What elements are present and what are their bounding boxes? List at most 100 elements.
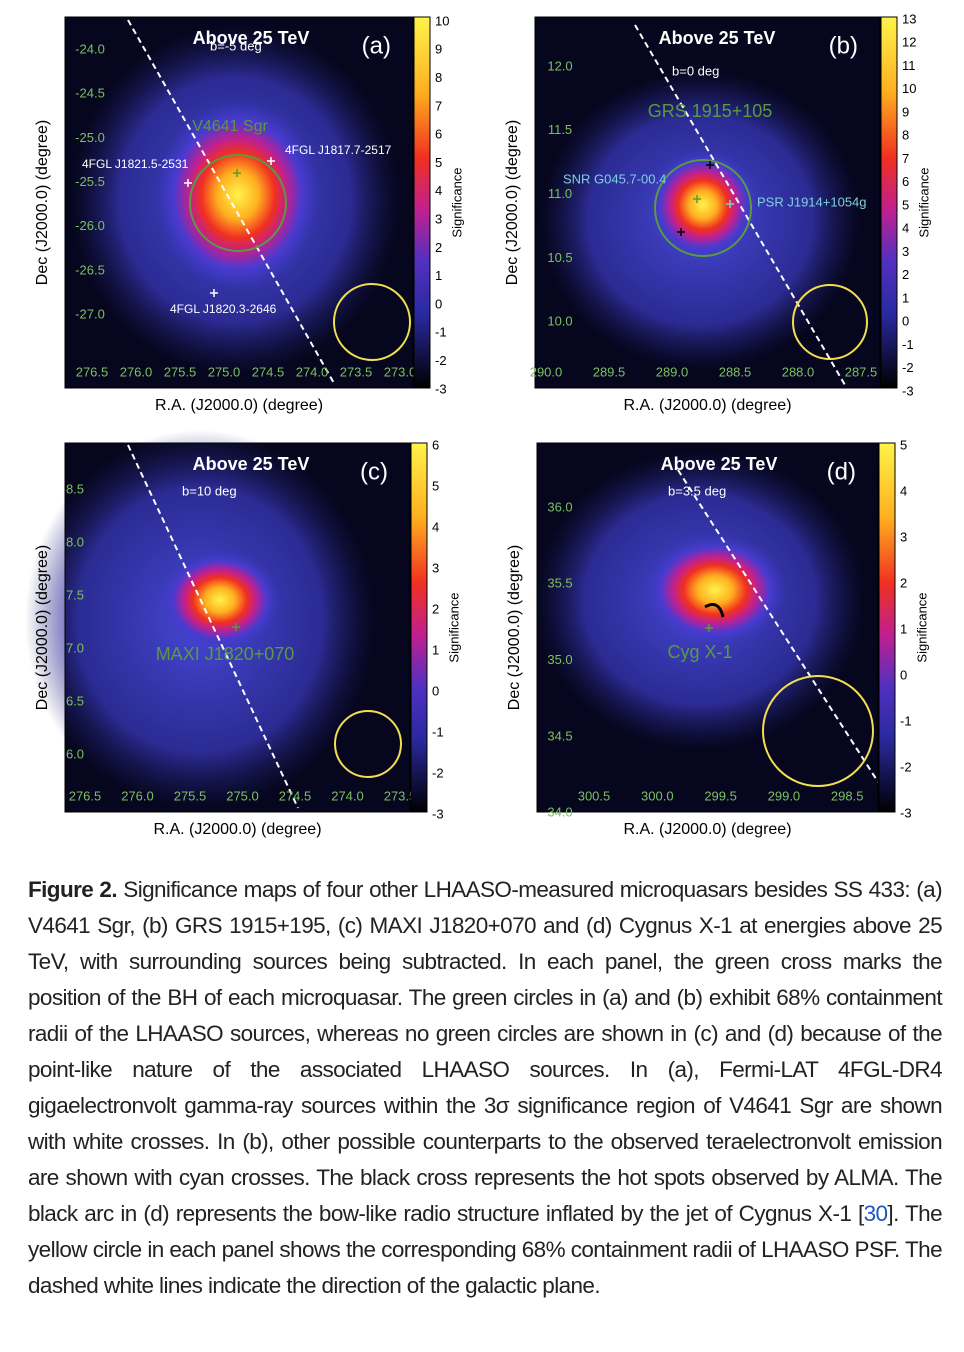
panel-title: Above 25 TeV (193, 454, 310, 474)
plane-label: b=0 deg (672, 63, 719, 78)
colorbar-tick-label: 1 (432, 642, 439, 657)
y-tick-label: 34.5 (547, 728, 572, 743)
y-tick-label: 6.5 (66, 693, 84, 708)
x-tick-label: 276.5 (76, 364, 109, 379)
x-tick-label: 290.0 (530, 364, 563, 379)
x-tick-label: 275.5 (174, 788, 207, 803)
x-tick-label: 274.0 (296, 364, 329, 379)
panel-title: Above 25 TeV (661, 454, 778, 474)
cross (233, 169, 241, 177)
panel-label: (b) (829, 32, 858, 59)
x-tick-label: 298.5 (831, 788, 864, 803)
cross (210, 289, 218, 297)
containment-circle (189, 154, 287, 252)
colorbar-tick-label: 11 (902, 58, 916, 73)
panel: Above 25 TeV (d) b=3.5 deg Cyg X-1 300.5 300.… (506, 437, 929, 838)
source-label: 4FGL J1817.7-2517 (285, 143, 392, 157)
x-axis-label: R.A. (J2000.0) (degree) (153, 821, 321, 838)
x-tick-label: 276.0 (121, 788, 154, 803)
colorbar-tick-label: -3 (902, 383, 914, 398)
colorbar-tick-label: -1 (435, 325, 447, 340)
y-tick-label: -24.0 (75, 41, 105, 56)
colorbar-label: Significance (449, 167, 464, 237)
colorbar-tick-label: 5 (900, 437, 907, 452)
colorbar-tick-label: 4 (900, 483, 907, 498)
colorbar-tick-label: 0 (902, 314, 909, 329)
containment-circle (333, 283, 411, 361)
x-tick-label: 287.5 (845, 364, 878, 379)
colorbar-tick-label: -1 (902, 337, 914, 352)
colorbar-tick-label: 1 (900, 621, 907, 636)
x-tick-label: 274.5 (252, 364, 285, 379)
y-tick-label: -26.5 (75, 262, 105, 277)
colorbar-tick-label: 3 (432, 560, 439, 575)
source-label: MAXI J1820+070 (156, 644, 295, 664)
y-axis-label: Dec (J2000.0) (degree) (506, 545, 523, 710)
frame (64, 442, 411, 813)
y-tick-label: 35.5 (547, 576, 572, 591)
colorbar-tick-label: -3 (435, 381, 447, 396)
map-hotspot (645, 535, 785, 645)
source-label: V4641 Sgr (192, 118, 268, 135)
colorbar-tick-label: 5 (902, 197, 909, 212)
frame (536, 442, 879, 813)
colorbar-tick-label: 3 (435, 212, 442, 227)
y-tick-label: 7.5 (66, 587, 84, 602)
source-label: 4FGL J1820.3-2646 (170, 302, 277, 316)
colorbar-tick-label: 0 (900, 667, 907, 682)
colorbar-label: Significance (916, 167, 931, 237)
colorbar-tick-label: 2 (902, 267, 909, 282)
colorbar-tick-label: 4 (435, 183, 442, 198)
frame (534, 16, 881, 389)
colorbar-tick-label: -3 (432, 806, 444, 821)
containment-circle (654, 159, 752, 257)
map-hotspot (156, 100, 320, 290)
colorbar-tick-label: 1 (902, 290, 909, 305)
x-tick-label: 299.0 (768, 788, 801, 803)
cross (705, 624, 713, 632)
x-tick-label: 289.0 (656, 364, 689, 379)
radio-arc (704, 603, 725, 618)
colorbar-tick-label: 4 (432, 519, 439, 534)
colorbar-tick-label: 8 (435, 70, 442, 85)
y-tick-label: 8.5 (66, 481, 84, 496)
panel-label: (c) (360, 458, 388, 485)
x-tick-label: 276.0 (120, 364, 153, 379)
x-tick-label: 276.5 (69, 788, 102, 803)
x-tick-label: 299.5 (704, 788, 737, 803)
caption-label: Figure 2. (28, 877, 118, 902)
caption-body-end: ]. The yellow circle in each panel shows… (28, 1201, 943, 1298)
colorbar (878, 442, 896, 813)
citation[interactable]: 30 (863, 1201, 888, 1226)
frame (64, 16, 414, 389)
y-tick-label: 34.0 (547, 805, 572, 820)
y-tick-label: -25.0 (75, 130, 105, 145)
x-tick-label: 275.0 (226, 788, 259, 803)
panel-title: Above 25 TeV (659, 28, 776, 48)
colorbar-tick-label: 3 (902, 244, 909, 259)
colorbar-tick-label: 1 (435, 268, 442, 283)
y-tick-label: 11.5 (548, 122, 572, 137)
x-tick-label: 288.0 (782, 364, 815, 379)
colorbar (413, 16, 431, 389)
colorbar (410, 442, 428, 813)
x-tick-label: 274.5 (279, 788, 312, 803)
x-axis-label: R.A. (J2000.0) (degree) (623, 821, 791, 838)
cross (184, 179, 192, 187)
colorbar-tick-label: 5 (435, 155, 442, 170)
y-tick-label: 10.0 (547, 314, 572, 329)
colorbar-tick-label: 0 (432, 683, 439, 698)
plane-label: b=3.5 deg (668, 483, 726, 498)
x-tick-label: 273.0 (384, 364, 417, 379)
colorbar (880, 16, 898, 389)
galactic-plane (127, 444, 299, 809)
y-tick-label: -27.0 (75, 307, 105, 322)
source-label: 4FGL J1821.5-2531 (82, 157, 189, 171)
panel: Above 25 TeV (b) b=0 deg GRS 1915+105 SNR G0… (504, 11, 931, 414)
plane-label: b=10 deg (182, 483, 237, 498)
colorbar-tick-label: -1 (432, 724, 444, 739)
source-label: SNR G045.7-00.4 (563, 171, 666, 186)
colorbar-tick-label: 2 (900, 575, 907, 590)
colorbar-tick-label: 9 (435, 42, 442, 57)
